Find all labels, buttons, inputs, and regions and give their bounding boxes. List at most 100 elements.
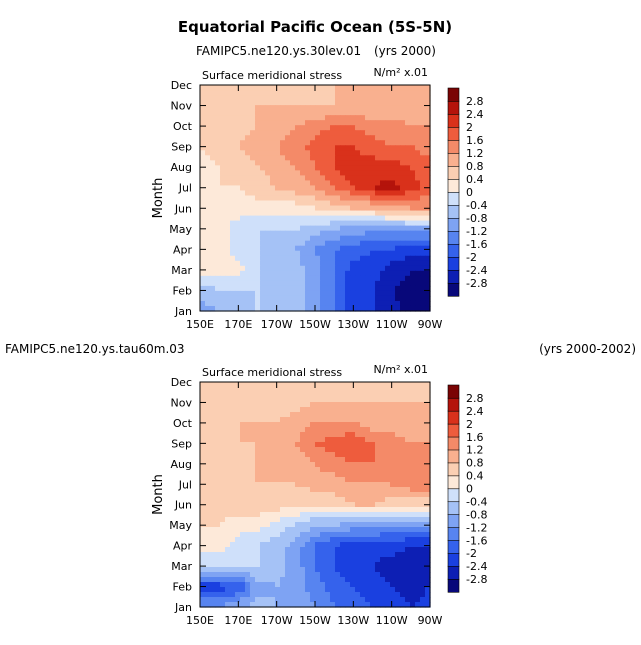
heatmap-cell <box>260 437 266 443</box>
heatmap-cell <box>340 522 346 528</box>
heatmap-cell <box>355 557 361 563</box>
heatmap-cell <box>250 447 256 453</box>
y-tick-label: Nov <box>171 396 193 409</box>
heatmap-cell <box>220 270 226 277</box>
heatmap-cell <box>350 387 356 393</box>
heatmap-cell <box>365 170 371 176</box>
heatmap-cell <box>230 577 236 583</box>
heatmap-cell <box>315 602 321 608</box>
heatmap-cell <box>360 110 366 116</box>
heatmap-cell <box>405 155 411 161</box>
heatmap-cell <box>210 492 216 498</box>
heatmap-cell <box>225 412 231 418</box>
heatmap-cell <box>205 190 211 197</box>
y-tick-label: Sep <box>171 141 192 154</box>
colorbar-label: -0.8 <box>466 212 487 225</box>
heatmap-cell <box>365 512 371 518</box>
heatmap-cell <box>405 225 411 232</box>
heatmap-cell <box>205 215 211 222</box>
heatmap-cell <box>410 140 416 146</box>
heatmap-cell <box>240 300 246 307</box>
heatmap-cell <box>205 100 211 106</box>
heatmap-cell <box>315 155 321 161</box>
heatmap-cell <box>360 587 366 593</box>
heatmap-cell <box>375 437 381 443</box>
heatmap-cell <box>260 417 266 423</box>
heatmap-cell <box>295 190 301 197</box>
heatmap-cell <box>270 230 276 237</box>
heatmap-cell <box>340 477 346 483</box>
heatmap-cell <box>235 452 241 458</box>
heatmap-cell <box>225 407 231 413</box>
heatmap-cell <box>245 387 251 393</box>
heatmap-cell <box>290 602 296 608</box>
heatmap-cell <box>415 452 421 458</box>
heatmap-cell <box>405 165 411 171</box>
heatmap-cell <box>395 527 401 533</box>
heatmap-cell <box>315 200 321 207</box>
heatmap-cell <box>305 90 311 96</box>
heatmap-cell <box>360 260 366 267</box>
heatmap-cell <box>215 437 221 443</box>
heatmap-cell <box>380 492 386 498</box>
heatmap-cell <box>250 487 256 493</box>
heatmap-cell <box>355 125 361 131</box>
heatmap-cell <box>295 472 301 478</box>
heatmap-cell <box>210 582 216 588</box>
heatmap-cell <box>240 462 246 468</box>
heatmap-cell <box>380 392 386 398</box>
heatmap-cell <box>220 215 226 222</box>
heatmap-cell <box>285 140 291 146</box>
heatmap-cell <box>265 300 271 307</box>
heatmap-cell <box>210 532 216 538</box>
heatmap-cell <box>370 402 376 408</box>
heatmap-cell <box>245 90 251 96</box>
heatmap-cell <box>310 467 316 473</box>
heatmap-cell <box>290 90 296 96</box>
heatmap-cell <box>275 457 281 463</box>
heatmap-cell <box>215 155 221 161</box>
heatmap-cell <box>260 120 266 126</box>
heatmap-cell <box>340 512 346 518</box>
heatmap-cell <box>285 220 291 227</box>
heatmap-cell <box>370 300 376 307</box>
heatmap-cell <box>240 482 246 488</box>
heatmap-cell <box>420 457 426 463</box>
heatmap-cell <box>205 115 211 121</box>
heatmap-cell <box>200 185 206 192</box>
heatmap-cell <box>205 250 211 257</box>
heatmap-cell <box>240 457 246 463</box>
heatmap-cell <box>380 260 386 267</box>
heatmap-cell <box>395 255 401 262</box>
heatmap-cell <box>265 477 271 483</box>
heatmap-cell <box>370 235 376 242</box>
heatmap-cell <box>200 260 206 267</box>
heatmap-cell <box>405 300 411 307</box>
heatmap-cell <box>200 220 206 227</box>
heatmap-cell <box>240 392 246 398</box>
heatmap-cell <box>320 185 326 192</box>
heatmap-cell <box>210 205 216 212</box>
heatmap-cell <box>280 200 286 207</box>
heatmap-cell <box>300 547 306 553</box>
heatmap-cell <box>395 115 401 121</box>
heatmap-cell <box>380 442 386 448</box>
heatmap-cell <box>315 180 321 187</box>
colorbar-box <box>447 410 460 425</box>
heatmap-cell <box>415 557 421 563</box>
heatmap-cell <box>375 280 381 287</box>
heatmap-cell <box>215 295 221 302</box>
heatmap-cell <box>315 412 321 418</box>
heatmap-cell <box>220 532 226 538</box>
heatmap-cell <box>350 497 356 503</box>
heatmap-cell <box>295 537 301 543</box>
heatmap-cell <box>275 195 281 202</box>
heatmap-cell <box>220 392 226 398</box>
heatmap-cell <box>210 547 216 553</box>
heatmap-cell <box>355 382 361 388</box>
heatmap-cell <box>415 542 421 548</box>
heatmap-cell <box>220 587 226 593</box>
heatmap-cell <box>235 230 241 237</box>
heatmap-cell <box>415 382 421 388</box>
heatmap-cell <box>385 552 391 558</box>
